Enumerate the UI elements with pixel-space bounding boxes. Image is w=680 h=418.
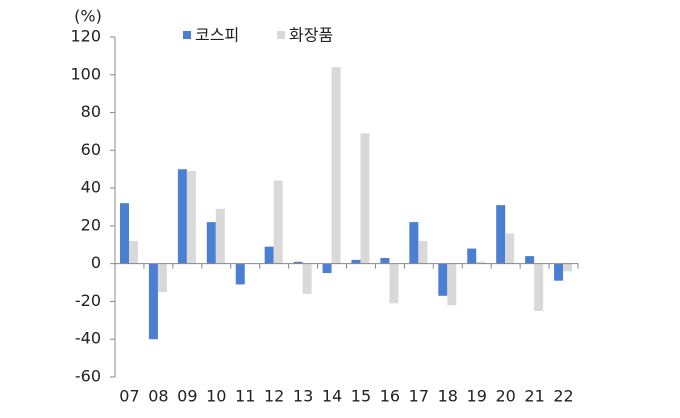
- bar: [389, 263, 399, 304]
- bar: [505, 233, 515, 264]
- y-tick-label: 120: [70, 27, 101, 46]
- bar: [302, 263, 312, 294]
- x-tick-label: 22: [553, 387, 573, 406]
- x-tick-label: 13: [293, 387, 313, 406]
- y-tick-label: 100: [70, 64, 101, 83]
- bar: [525, 256, 535, 264]
- bar: [534, 263, 544, 311]
- x-tick-label: 17: [409, 387, 429, 406]
- x-tick-label: 09: [177, 387, 197, 406]
- legend-label: 코스피: [195, 26, 239, 45]
- x-tick-label: 11: [235, 387, 255, 406]
- bar: [467, 248, 477, 264]
- x-tick-label: 21: [524, 387, 544, 406]
- bar: [360, 133, 370, 264]
- x-tick-label: 16: [380, 387, 400, 406]
- x-tick-label: 08: [148, 387, 168, 406]
- x-tick-label: 15: [351, 387, 371, 406]
- bar: [293, 261, 303, 264]
- bar: [157, 263, 167, 292]
- bar: [380, 258, 390, 264]
- bar: [177, 169, 187, 264]
- bar: [447, 263, 457, 306]
- x-tick-label: 07: [119, 387, 139, 406]
- legend-label: 화장품: [289, 26, 333, 45]
- bar: [322, 263, 332, 274]
- y-unit-label: (%): [74, 7, 102, 26]
- y-tick-label: -40: [75, 329, 101, 348]
- y-tick-label: 40: [81, 178, 101, 197]
- bar: [331, 67, 341, 264]
- bar: [273, 180, 283, 264]
- bar: [496, 205, 506, 264]
- bar: [129, 241, 138, 264]
- bar: [438, 263, 448, 296]
- bar: [186, 171, 196, 264]
- x-tick-label: 12: [264, 387, 284, 406]
- bar: [206, 222, 216, 264]
- bar: [563, 263, 573, 272]
- x-tick-label: 18: [438, 387, 458, 406]
- y-tick-label: 0: [91, 253, 101, 272]
- bar: [418, 241, 428, 264]
- x-tick-label: 10: [206, 387, 226, 406]
- bar: [235, 263, 245, 285]
- bar: [554, 263, 564, 281]
- legend-swatch: [183, 31, 191, 39]
- x-tick-label: 19: [467, 387, 487, 406]
- bar: [148, 263, 158, 340]
- y-tick-label: 60: [81, 140, 101, 159]
- y-tick-label: -60: [75, 367, 101, 386]
- bar: [409, 222, 419, 264]
- y-tick-label: 80: [81, 102, 101, 121]
- bar: [476, 261, 486, 264]
- x-tick-label: 14: [322, 387, 342, 406]
- bar: [351, 259, 361, 264]
- y-tick-label: 20: [81, 215, 101, 234]
- x-tick-label: 20: [495, 387, 515, 406]
- bar: [264, 246, 274, 264]
- bar: [215, 208, 225, 264]
- legend-swatch: [277, 31, 285, 39]
- bar: [120, 203, 129, 264]
- y-tick-label: -20: [75, 291, 101, 310]
